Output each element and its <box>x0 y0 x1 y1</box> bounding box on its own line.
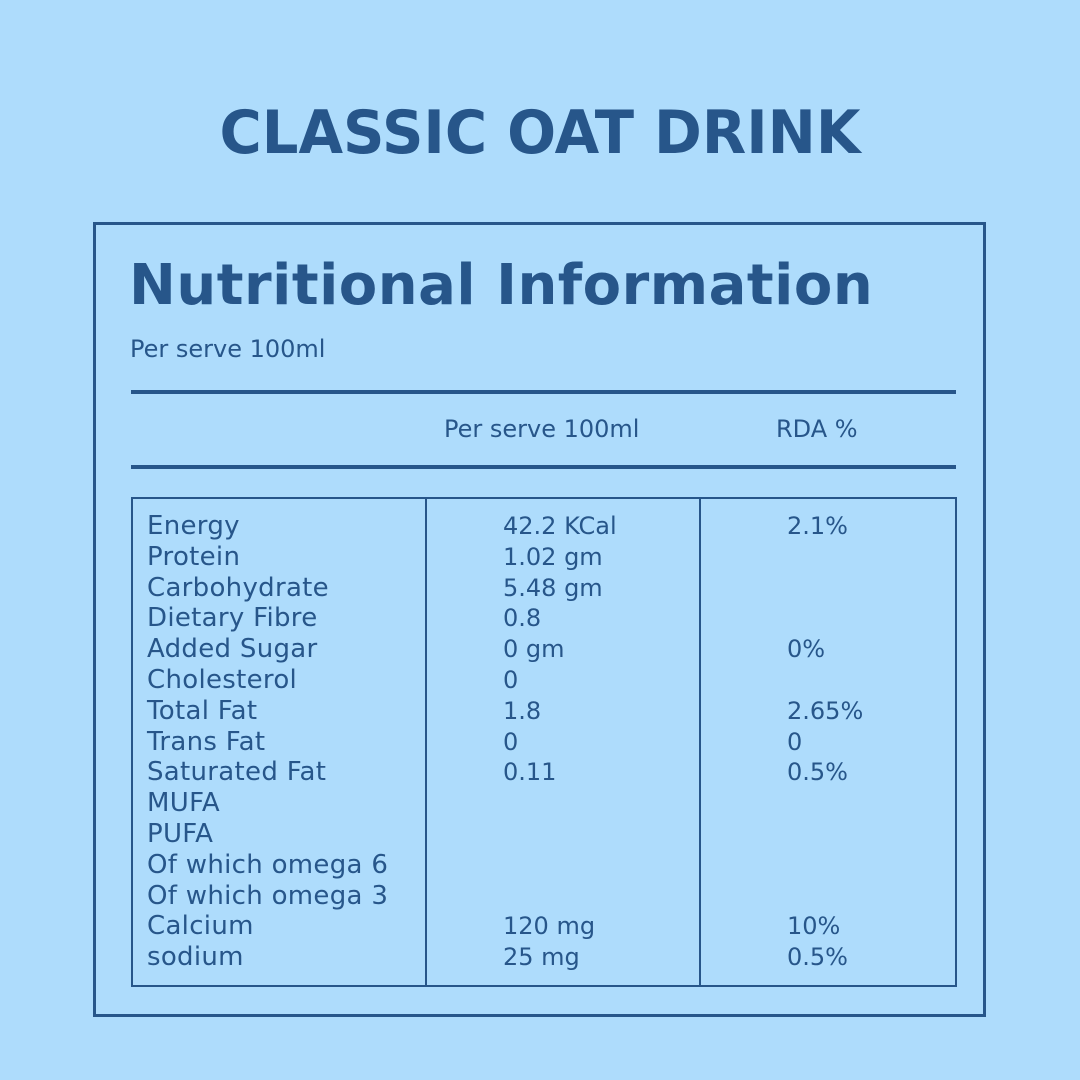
per-serve-value <box>503 819 699 850</box>
rda-value <box>787 665 955 696</box>
nutrient-name: Protein <box>147 541 241 572</box>
rda-value <box>787 573 955 604</box>
rda-value <box>787 542 955 573</box>
rda-value: 10% <box>787 912 841 941</box>
per-serve-value: 0 <box>503 665 519 694</box>
nutrient-name: Cholesterol <box>147 664 298 695</box>
rda-value <box>787 819 955 850</box>
per-serve-value: 25 mg <box>503 943 580 972</box>
product-title: CLASSIC OAT DRINK <box>219 98 861 168</box>
per-serve-value <box>503 881 699 912</box>
nutrition-heading: Nutritional Information <box>129 253 874 318</box>
rda-value <box>787 881 955 912</box>
divider-top <box>131 390 956 394</box>
nutrient-name: Of which omega 6 <box>147 849 389 880</box>
rda-value <box>787 850 955 881</box>
per-serve-value: 42.2 KCal <box>503 512 617 540</box>
divider-bottom <box>131 465 956 469</box>
rda-value: 0.5% <box>787 943 848 972</box>
nutrient-name: sodium <box>147 942 244 973</box>
nutrient-name: Energy <box>147 511 240 541</box>
rda-value: 2.65% <box>787 696 864 725</box>
per-serve-value: 0 <box>503 727 519 756</box>
per-serve-value <box>503 788 699 819</box>
rda-value: 0.5% <box>787 758 848 787</box>
nutrient-name: Total Fat <box>147 695 258 726</box>
nutrition-table: Energy Protein Carbohydrate Dietary Fibr… <box>131 497 957 987</box>
nutrient-name: Saturated Fat <box>147 757 327 788</box>
rda-column: 2.1% 0% 2.65% 0 0.5% 10% 0.5% <box>701 499 955 985</box>
per-serve-value: 0.8 <box>503 604 542 633</box>
per-serve-value: 5.48 gm <box>503 573 603 602</box>
nutrient-name: Calcium <box>147 911 254 942</box>
nutrition-card: Nutritional Information Per serve 100ml … <box>93 222 986 1017</box>
rda-value: 0% <box>787 635 826 664</box>
nutrient-name: Carbohydrate <box>147 572 329 603</box>
nutrient-name: Dietary Fibre <box>147 603 318 634</box>
per-serve-value: 1.8 <box>503 696 542 725</box>
nutrient-name: PUFA <box>147 818 214 849</box>
per-serve-value: 0 gm <box>503 635 565 664</box>
nutrient-name: Added Sugar <box>147 634 318 665</box>
rda-value: 2.1% <box>787 512 848 540</box>
nutrient-name: Trans Fat <box>147 726 266 757</box>
rda-value: 0 <box>787 727 803 756</box>
serving-size-label: Per serve 100ml <box>130 335 326 363</box>
per-serve-value: 0.11 <box>503 758 557 787</box>
column-header-per-serve: Per serve 100ml <box>444 415 640 443</box>
column-header-rda: RDA % <box>776 415 858 443</box>
nutrient-column: Energy Protein Carbohydrate Dietary Fibr… <box>133 499 427 985</box>
per-serve-column: 42.2 KCal 1.02 gm 5.48 gm 0.8 0 gm 0 1.8… <box>427 499 701 985</box>
per-serve-value <box>503 850 699 881</box>
nutrient-name: Of which omega 3 <box>147 880 389 911</box>
rda-value <box>787 603 955 634</box>
rda-value <box>787 788 955 819</box>
per-serve-value: 1.02 gm <box>503 542 603 571</box>
per-serve-value: 120 mg <box>503 912 596 941</box>
nutrient-name: MUFA <box>147 788 221 819</box>
